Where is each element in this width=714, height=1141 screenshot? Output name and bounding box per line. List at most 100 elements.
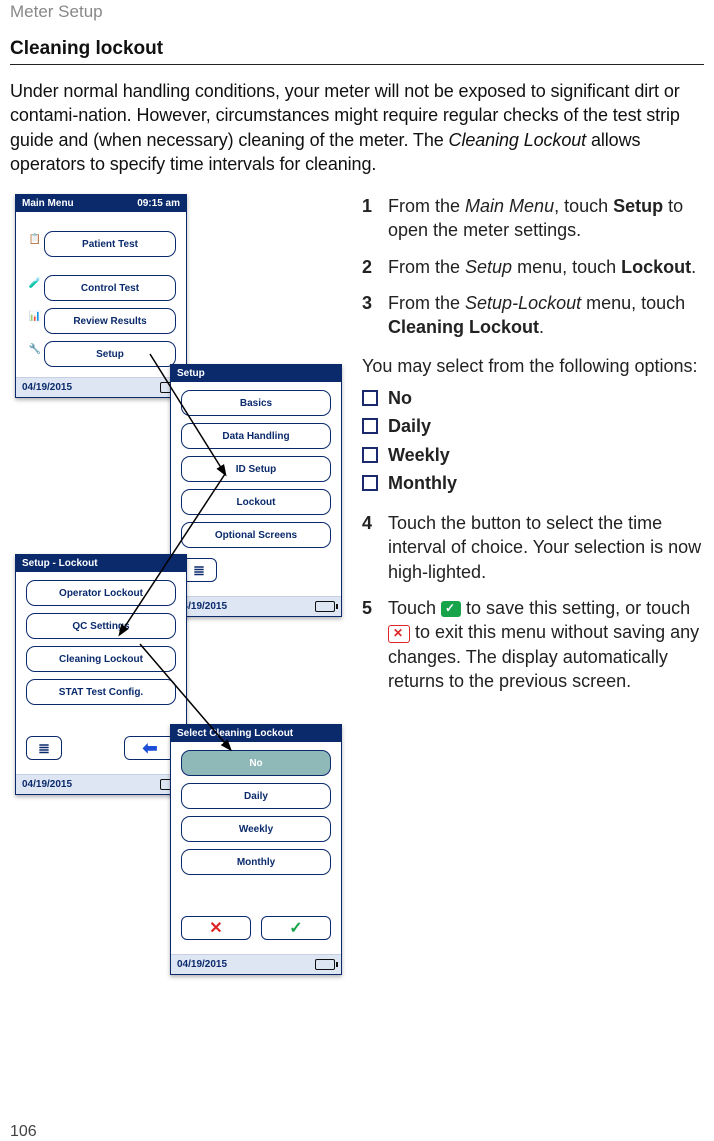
optional-screens-button[interactable]: Optional Screens bbox=[181, 522, 331, 548]
s3-b: Cleaning Lockout bbox=[388, 317, 539, 337]
s3-i: Setup-Lockout bbox=[465, 293, 581, 313]
control-test-label: Control Test bbox=[81, 283, 139, 294]
option-daily-label: Daily bbox=[388, 414, 431, 438]
qc-settings-button[interactable]: QC Settings bbox=[26, 613, 176, 639]
s1-b: Setup bbox=[613, 196, 663, 216]
list-icon: ≣ bbox=[38, 740, 50, 757]
screen4-footer: 04/19/2015 bbox=[171, 954, 341, 974]
titlebar-select-cleaning: Select Cleaning Lockout bbox=[171, 725, 341, 742]
inline-cross-icon bbox=[388, 625, 410, 643]
stat-test-config-button[interactable]: STAT Test Config. bbox=[26, 679, 176, 705]
wrench-icon: 🔧 bbox=[27, 344, 43, 360]
option-no: No bbox=[362, 386, 704, 410]
list-icon: ≣ bbox=[193, 562, 205, 579]
step-1-num: 1 bbox=[362, 194, 388, 243]
option-monthly-button[interactable]: Monthly bbox=[181, 849, 331, 875]
screen1-footer: 04/19/2015 bbox=[16, 377, 186, 397]
check-icon: ✓ bbox=[289, 918, 302, 938]
s3-post: . bbox=[539, 317, 544, 337]
screen1-date: 04/19/2015 bbox=[22, 382, 72, 393]
id-setup-button[interactable]: ID Setup bbox=[181, 456, 331, 482]
back-button[interactable]: ⬅ bbox=[124, 736, 176, 760]
back-arrow-icon: ⬅ bbox=[142, 738, 157, 759]
titlebar-setup: Setup bbox=[171, 365, 341, 382]
step-5-num: 5 bbox=[362, 596, 388, 693]
battery-icon bbox=[315, 601, 335, 612]
test-strip-icon: 📋 bbox=[27, 234, 43, 250]
s1-mid: , touch bbox=[554, 196, 613, 216]
intro-paragraph: Under normal handling conditions, your m… bbox=[10, 79, 704, 176]
step-2: 2 From the Setup menu, touch Lockout. bbox=[362, 255, 704, 279]
cancel-button[interactable]: ✕ bbox=[181, 916, 251, 940]
s2-pre: From the bbox=[388, 257, 465, 277]
screen2-footer: 04/19/2015 bbox=[171, 596, 341, 616]
screen1-title: Main Menu bbox=[22, 198, 74, 209]
review-results-button[interactable]: 📊Review Results bbox=[44, 308, 176, 334]
screen2-title: Setup bbox=[177, 368, 205, 379]
step-5: 5 Touch to save this setting, or touch t… bbox=[362, 596, 704, 693]
s2-i: Setup bbox=[465, 257, 512, 277]
intro-italic: Cleaning Lockout bbox=[449, 130, 587, 150]
control-test-button[interactable]: 🧪Control Test bbox=[44, 275, 176, 301]
list-button[interactable]: ≣ bbox=[26, 736, 62, 760]
option-weekly-label: Weekly bbox=[239, 824, 273, 835]
section-title: Cleaning lockout bbox=[10, 38, 704, 65]
stat-test-config-label: STAT Test Config. bbox=[59, 687, 143, 698]
cross-icon: ✕ bbox=[209, 918, 222, 938]
instructions-column: 1 From the Main Menu, touch Setup to ope… bbox=[350, 194, 704, 705]
confirm-button[interactable]: ✓ bbox=[261, 916, 331, 940]
cleaning-lockout-button[interactable]: Cleaning Lockout bbox=[26, 646, 176, 672]
s1-i: Main Menu bbox=[465, 196, 554, 216]
options-lead: You may select from the following option… bbox=[362, 354, 704, 378]
patient-test-label: Patient Test bbox=[82, 239, 138, 250]
bullet-icon bbox=[362, 447, 378, 463]
basics-button[interactable]: Basics bbox=[181, 390, 331, 416]
s2-b: Lockout bbox=[621, 257, 691, 277]
s2-mid: menu, touch bbox=[512, 257, 621, 277]
inline-check-icon bbox=[441, 601, 461, 617]
device-setup-lockout: Setup - Lockout Operator Lockout QC Sett… bbox=[15, 554, 187, 795]
option-no-button[interactable]: No bbox=[181, 750, 331, 776]
options-list: No Daily Weekly Monthly bbox=[362, 386, 704, 495]
qc-settings-label: QC Settings bbox=[72, 621, 129, 632]
s5-b: to save this setting, or touch bbox=[461, 598, 690, 618]
cleaning-lockout-label: Cleaning Lockout bbox=[59, 654, 143, 665]
step-3: 3 From the Setup-Lockout menu, touch Cle… bbox=[362, 291, 704, 340]
titlebar-main: Main Menu 09:15 am bbox=[16, 195, 186, 212]
screen3-footer: 04/19/2015 bbox=[16, 774, 186, 794]
operator-lockout-button[interactable]: Operator Lockout bbox=[26, 580, 176, 606]
setup-label: Setup bbox=[96, 349, 124, 360]
setup-button[interactable]: 🔧Setup bbox=[44, 341, 176, 367]
lockout-label: Lockout bbox=[237, 497, 276, 508]
lockout-button[interactable]: Lockout bbox=[181, 489, 331, 515]
id-setup-label: ID Setup bbox=[236, 464, 277, 475]
screens-column: Main Menu 09:15 am 📋Patient Test 🧪Contro… bbox=[10, 194, 350, 954]
screen4-title: Select Cleaning Lockout bbox=[177, 728, 293, 739]
s3-pre: From the bbox=[388, 293, 465, 313]
option-monthly-label: Monthly bbox=[388, 471, 457, 495]
step-4-text: Touch the button to select the time inte… bbox=[388, 511, 704, 584]
device-setup: Setup Basics Data Handling ID Setup Lock… bbox=[170, 364, 342, 617]
step-4-num: 4 bbox=[362, 511, 388, 584]
optional-screens-label: Optional Screens bbox=[215, 530, 297, 541]
results-icon: 📊 bbox=[27, 311, 43, 327]
option-no-label: No bbox=[249, 758, 262, 769]
device-main-menu: Main Menu 09:15 am 📋Patient Test 🧪Contro… bbox=[15, 194, 187, 398]
titlebar-setup-lockout: Setup - Lockout bbox=[16, 555, 186, 572]
option-daily-button[interactable]: Daily bbox=[181, 783, 331, 809]
basics-label: Basics bbox=[240, 398, 272, 409]
s5-c: to exit this menu without saving any cha… bbox=[388, 622, 699, 691]
bullet-icon bbox=[362, 475, 378, 491]
bullet-icon bbox=[362, 390, 378, 406]
option-weekly-button[interactable]: Weekly bbox=[181, 816, 331, 842]
s3-mid: menu, touch bbox=[581, 293, 685, 313]
operator-lockout-label: Operator Lockout bbox=[59, 588, 143, 599]
option-monthly-label: Monthly bbox=[237, 857, 275, 868]
option-no-label: No bbox=[388, 386, 412, 410]
step-3-num: 3 bbox=[362, 291, 388, 340]
data-handling-button[interactable]: Data Handling bbox=[181, 423, 331, 449]
breadcrumb: Meter Setup bbox=[10, 2, 704, 22]
patient-test-button[interactable]: 📋Patient Test bbox=[44, 231, 176, 257]
review-results-label: Review Results bbox=[73, 316, 146, 327]
option-daily: Daily bbox=[362, 414, 704, 438]
